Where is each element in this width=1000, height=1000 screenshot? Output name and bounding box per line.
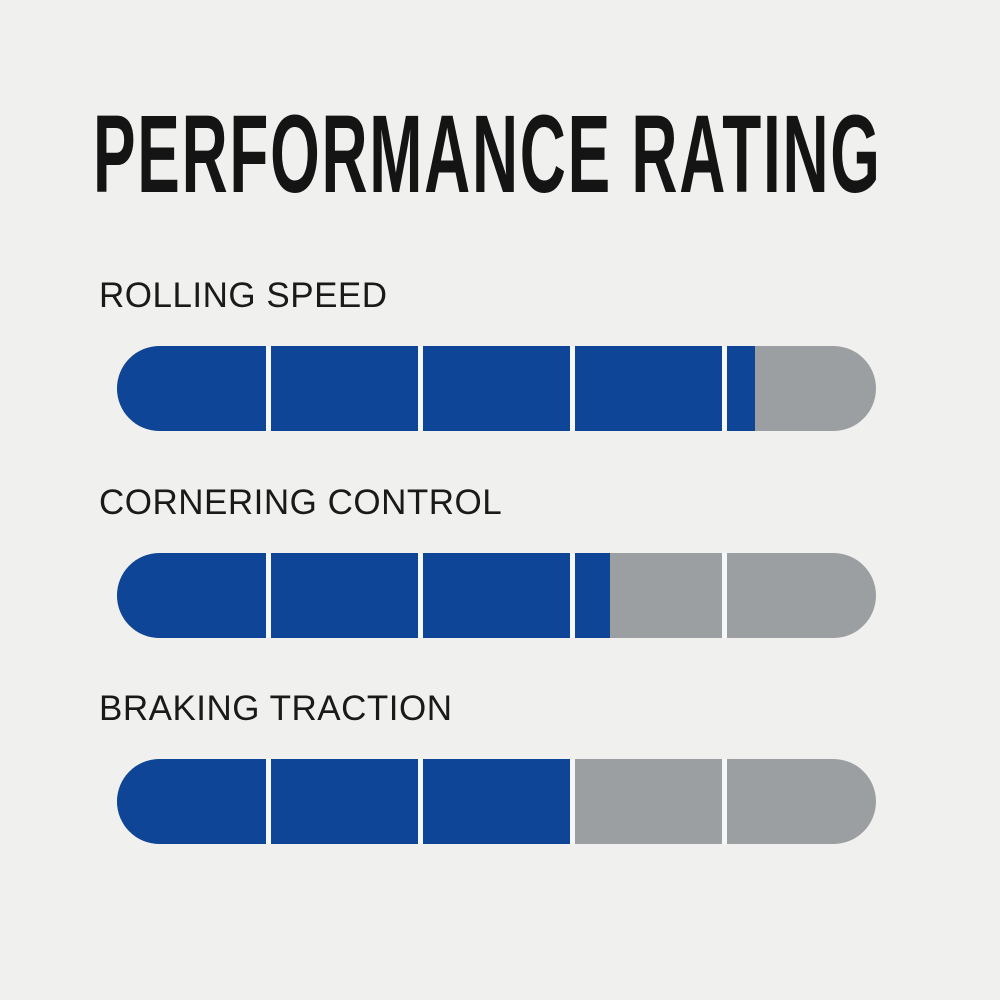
segment-divider	[418, 759, 424, 844]
segment-divider	[266, 346, 272, 431]
rating-row: CORNERING CONTROL	[0, 483, 1000, 653]
rating-label: ROLLING SPEED	[99, 276, 388, 315]
segment-divider	[266, 759, 272, 844]
rating-bar	[117, 346, 876, 431]
rating-row: BRAKING TRACTION	[0, 689, 1000, 859]
rating-bar-fill	[117, 759, 573, 844]
rating-bar	[117, 759, 876, 844]
segment-divider	[721, 759, 727, 844]
rating-row: ROLLING SPEED	[0, 276, 1000, 446]
page-title: PERFORMANCE RATING	[93, 93, 882, 216]
segment-divider	[569, 346, 575, 431]
segment-divider	[569, 759, 575, 844]
segment-divider	[418, 346, 424, 431]
rating-label: BRAKING TRACTION	[99, 689, 453, 728]
segment-divider	[721, 553, 727, 638]
rating-bar-fill	[117, 346, 755, 431]
rating-bar	[117, 553, 876, 638]
rating-label: CORNERING CONTROL	[99, 483, 503, 522]
segment-divider	[721, 346, 727, 431]
rating-bar-fill	[117, 553, 611, 638]
segment-divider	[418, 553, 424, 638]
segment-divider	[569, 553, 575, 638]
segment-divider	[266, 553, 272, 638]
